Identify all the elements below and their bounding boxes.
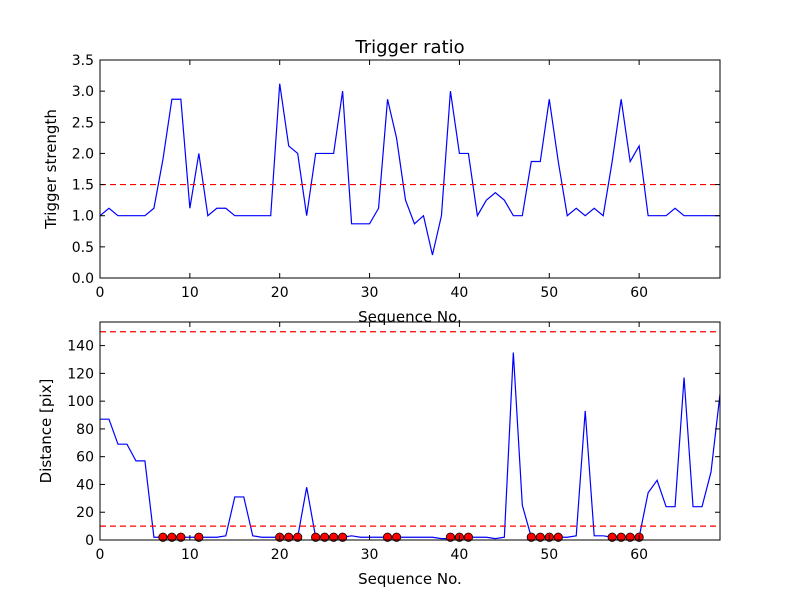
y-tick-label: 0 <box>85 533 94 549</box>
data-point-marker <box>338 532 348 542</box>
y-tick-label: 2.0 <box>72 146 94 162</box>
data-point-marker <box>311 532 321 542</box>
x-tick-label: 50 <box>540 285 558 301</box>
x-axis-label: Sequence No. <box>358 308 462 326</box>
data-point-marker <box>535 532 545 542</box>
plot-clip <box>100 83 720 256</box>
x-tick-label: 10 <box>181 547 199 563</box>
plot-frame <box>99 321 721 541</box>
data-point-marker <box>194 532 204 542</box>
y-tick-label: 100 <box>67 394 94 410</box>
data-point-marker <box>463 532 474 542</box>
x-tick-label: 40 <box>451 547 469 563</box>
y-tick-label: 20 <box>76 505 94 521</box>
data-point-marker <box>293 532 303 542</box>
plot-area <box>100 83 720 256</box>
y-tick-label: 1.5 <box>72 178 94 194</box>
data-point-marker <box>329 532 339 542</box>
y-axis-label: Trigger strength <box>42 109 60 230</box>
data-point-marker <box>320 532 330 542</box>
x-tick-label: 0 <box>96 547 105 563</box>
y-tick-label: 1.0 <box>72 209 94 225</box>
x-tick-label: 20 <box>271 285 289 301</box>
data-point-marker <box>167 532 177 542</box>
data-point-marker <box>553 532 563 542</box>
x-tick-label: 60 <box>630 285 648 301</box>
plot-frame <box>99 59 721 279</box>
data-point-marker <box>616 532 626 542</box>
x-axis-label: Sequence No. <box>358 570 462 588</box>
x-tick-label: 0 <box>96 285 105 301</box>
x-tick-label: 10 <box>181 285 199 301</box>
data-point-marker <box>158 532 168 542</box>
x-tick-label: 30 <box>361 547 379 563</box>
y-tick-label: 80 <box>76 422 94 438</box>
y-axis-label: Distance [pix] <box>37 379 55 484</box>
data-point-marker <box>607 532 617 542</box>
x-tick-label: 50 <box>540 547 558 563</box>
y-tick-label: 0.0 <box>72 271 94 287</box>
y-tick-label: 3.0 <box>72 84 94 100</box>
axis-ticks: 0 10 20 30 40 50 60 0.0 0.5 1.0 1.5 2.0 2.5 3.0 3.5 <box>72 53 720 301</box>
plot-area <box>100 331 720 542</box>
y-tick-label: 120 <box>67 366 94 382</box>
x-tick-label: 30 <box>361 285 379 301</box>
chart-title: Trigger ratio <box>354 37 464 58</box>
data-point-marker <box>391 532 402 542</box>
data-point-marker <box>382 532 393 542</box>
data-point-marker <box>625 532 635 542</box>
data-point-marker <box>445 532 456 542</box>
data-point-marker <box>176 532 186 542</box>
data-point-marker <box>284 532 294 542</box>
y-tick-label: 40 <box>76 477 94 493</box>
y-tick-label: 140 <box>67 339 94 355</box>
y-tick-label: 2.5 <box>72 115 94 131</box>
y-tick-label: 60 <box>76 450 94 466</box>
y-tick-label: 3.5 <box>72 53 94 69</box>
data-point-marker <box>526 532 536 542</box>
x-tick-label: 20 <box>271 547 289 563</box>
y-tick-label: 0.5 <box>72 240 94 256</box>
axis-ticks: 0 10 20 30 40 50 60 0 20 40 60 80 100 120 140 <box>67 322 720 563</box>
x-tick-label: 60 <box>630 547 648 563</box>
x-tick-label: 40 <box>451 285 469 301</box>
distance-chart: 0 10 20 30 40 50 60 0 20 40 60 80 100 120 140 Sequence… <box>37 321 721 588</box>
